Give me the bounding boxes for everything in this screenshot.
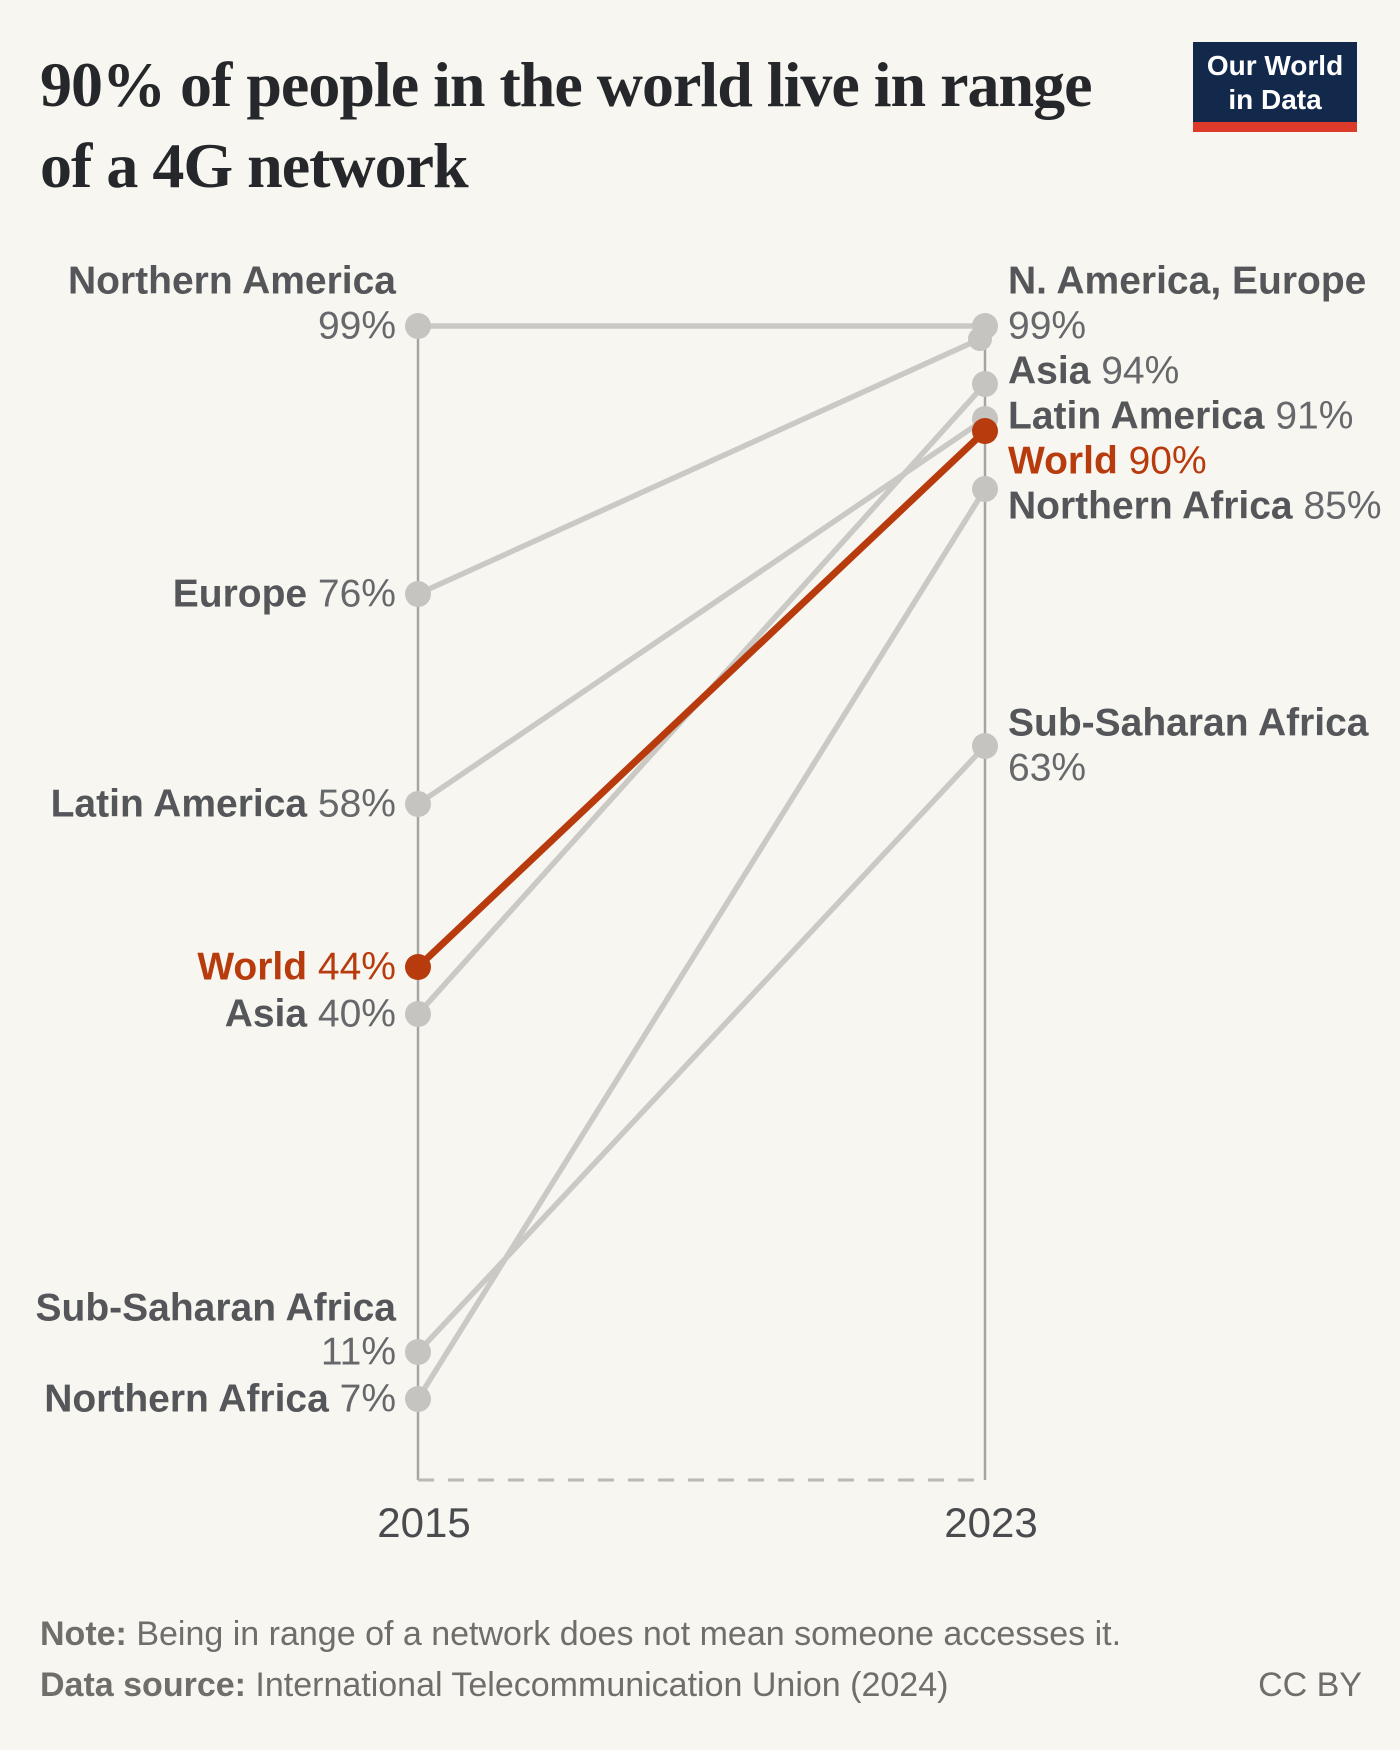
owid-logo-line-1: Our World <box>1206 50 1344 81</box>
dot-2015-northern-africa <box>405 1386 431 1412</box>
owid-logo-line-2: in Data <box>1228 84 1322 115</box>
owid-logo: Our World in Data <box>1193 42 1357 132</box>
series-label-segment: 91% <box>1264 394 1354 438</box>
owid-logo-text: Our World in Data <box>1193 49 1357 117</box>
series-label-segment: Sub-Saharan Africa <box>35 1286 396 1330</box>
series-label-segment: 11% <box>320 1330 396 1374</box>
left-label: Europe 76% <box>173 575 396 614</box>
left-label: 11% <box>321 1333 396 1372</box>
series-label-segment: 94% <box>1090 349 1180 393</box>
series-label-segment: 63% <box>1008 746 1087 790</box>
series-label-segment: 99% <box>1008 304 1087 348</box>
series-label-segment: 7% <box>328 1377 396 1421</box>
series-label-segment: N. America, Europe <box>1008 259 1367 303</box>
left-label: Sub-Saharan Africa <box>36 1289 396 1328</box>
series-label-segment: World <box>197 945 308 989</box>
right-label: Latin America 91% <box>1008 397 1353 436</box>
series-label-segment: Europe <box>172 572 308 616</box>
slope-line-northern-africa <box>415 486 988 1402</box>
dot-2023-europe <box>968 327 992 351</box>
series-label-segment: Northern America <box>68 259 396 303</box>
left-label: 99% <box>318 307 396 346</box>
dot-2023-northern-africa <box>972 476 998 502</box>
dot-2015-europe <box>405 581 431 607</box>
x-tick-2023: 2023 <box>944 1499 1038 1546</box>
right-label: Asia 94% <box>1008 352 1179 391</box>
series-label-segment: Asia <box>1008 349 1091 393</box>
owid-logo-red-bar <box>1193 122 1357 132</box>
series-label-segment: 40% <box>307 992 396 1036</box>
slope-line-world <box>414 427 989 971</box>
right-label: World 90% <box>1008 442 1207 481</box>
dot-2023-world <box>972 418 998 444</box>
series-label-segment: Sub-Saharan Africa <box>1008 701 1369 745</box>
right-label: N. America, Europe <box>1008 262 1366 301</box>
dot-2015-sub-saharan-africa <box>405 1339 431 1365</box>
series-label-segment: 58% <box>307 782 396 826</box>
left-label: World 44% <box>197 948 396 987</box>
dot-2023-asia <box>972 371 998 397</box>
left-label: Latin America 58% <box>51 785 396 824</box>
right-label: Sub-Saharan Africa <box>1008 704 1368 743</box>
chart-source: Data source: International Telecommunica… <box>40 1666 948 1704</box>
series-label-segment: 99% <box>317 304 396 348</box>
source-text: International Telecommunication Union (2… <box>255 1666 949 1704</box>
slope-line-latin-america <box>415 416 988 807</box>
chart-source-row: Data source: International Telecommunica… <box>40 1666 1362 1705</box>
left-label: Northern America <box>68 262 396 301</box>
slope-line-europe <box>415 336 983 597</box>
series-label-segment: Asia <box>224 992 308 1036</box>
right-label: Northern Africa 85% <box>1008 487 1382 526</box>
series-label-segment: 85% <box>1292 484 1382 528</box>
dot-2015-northern-america <box>405 313 431 339</box>
series-label-segment: 90% <box>1117 439 1207 483</box>
series-label-segment: Latin America <box>1008 394 1265 438</box>
source-label: Data source: <box>40 1666 246 1704</box>
left-label: Asia 40% <box>225 995 396 1034</box>
dot-2015-asia <box>405 1001 431 1027</box>
dot-2015-latin-america <box>405 791 431 817</box>
x-tick-2015: 2015 <box>377 1499 471 1546</box>
series-label-segment: Latin America <box>50 782 308 826</box>
series-label-segment: Northern Africa <box>1008 484 1293 528</box>
left-label: Northern Africa 7% <box>44 1380 396 1419</box>
series-label-segment: 44% <box>307 945 396 989</box>
license-badge: CC BY <box>1258 1666 1362 1704</box>
note-text: Being in range of a network does not mea… <box>136 1615 1122 1653</box>
chart-title: 90% of people in the world live in range… <box>40 49 1093 202</box>
right-label: 63% <box>1008 749 1086 788</box>
series-label-segment: Northern Africa <box>44 1377 329 1421</box>
chart-note: Note: Being in range of a network does n… <box>40 1615 1121 1654</box>
dot-2023-sub-saharan-africa <box>972 733 998 759</box>
series-label-segment: 76% <box>307 572 396 616</box>
series-label-segment: World <box>1008 439 1118 483</box>
right-label: 99% <box>1008 307 1086 346</box>
note-label: Note: <box>40 1615 127 1653</box>
dot-2015-world <box>405 954 431 980</box>
